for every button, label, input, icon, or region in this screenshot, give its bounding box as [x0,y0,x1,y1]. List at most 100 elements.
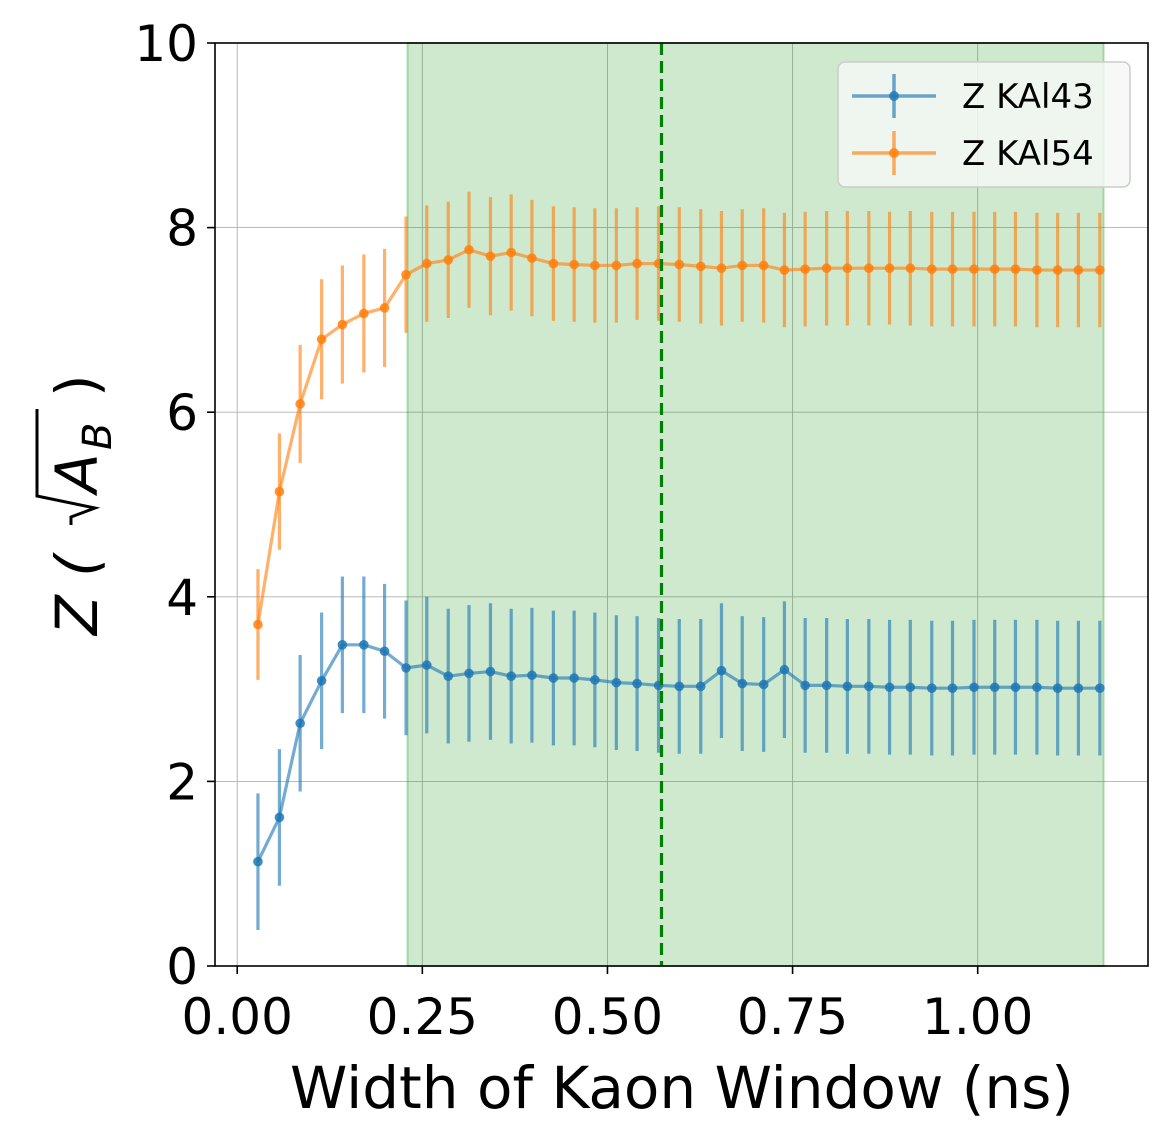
point-1-34 [969,264,979,274]
point-1-21 [695,261,706,272]
point-1-3 [316,334,327,345]
point-0-35 [989,682,1000,693]
point-1-15 [569,259,579,270]
point-1-25 [779,265,790,275]
shaded-region [406,42,1105,967]
x-tick-label-3: 0.75 [737,988,848,1046]
point-0-31 [905,682,916,693]
point-1-31 [905,263,916,274]
point-0-0 [253,856,263,867]
point-0-4 [337,639,348,650]
point-1-10 [464,244,474,255]
point-1-7 [401,269,411,280]
legend-label-kal54: Z KAl54 [962,134,1094,174]
point-0-27 [821,680,832,691]
point-1-4 [337,319,348,330]
sqrt-sign-icon [35,409,101,525]
point-0-6 [379,646,390,657]
x-tick-label-2: 0.50 [552,988,663,1046]
x-tick-label-4: 1.00 [922,988,1033,1046]
point-1-14 [548,258,559,269]
point-1-36 [1010,264,1021,274]
point-0-9 [443,671,454,681]
y-tick-label-1: 2 [166,753,198,811]
x-tick-label-1: 0.25 [367,988,478,1046]
point-0-22 [716,665,727,676]
point-1-40 [1095,265,1105,275]
point-1-16 [590,260,600,271]
y-axis-label: Z ( A B ) [35,374,121,637]
x-tick-label-0: 0.00 [182,988,293,1046]
point-0-7 [401,663,411,673]
point-1-39 [1073,265,1084,275]
y-tick-label-2: 4 [166,569,198,627]
point-0-20 [674,681,685,692]
point-1-28 [842,263,853,274]
point-1-26 [800,264,810,274]
point-0-11 [485,666,496,677]
point-1-12 [506,247,516,258]
point-1-20 [674,259,685,270]
legend-box [837,61,1131,188]
point-0-40 [1095,683,1105,693]
point-1-32 [926,264,937,274]
point-0-23 [737,678,748,689]
point-0-39 [1073,683,1084,693]
point-0-14 [548,673,559,683]
point-0-3 [316,675,327,686]
point-0-5 [359,639,369,650]
legend-marker-kal43 [889,91,899,101]
point-0-36 [1010,682,1021,693]
point-0-24 [758,679,769,690]
legend-label-kal43: Z KAl43 [962,77,1094,117]
point-1-22 [716,263,727,274]
y-tick-label-3: 6 [166,384,198,442]
point-1-9 [443,255,454,265]
point-0-1 [274,812,285,823]
point-0-30 [884,682,895,693]
legend-entry-kal43: Z KAl43 [852,74,1094,118]
point-0-26 [800,680,810,691]
plot-frame [214,42,1149,967]
point-1-35 [989,264,1000,274]
y-axis-label-prefix: Z ( [43,552,111,637]
point-0-34 [969,682,979,693]
series-0 [253,576,1105,931]
point-1-0 [253,619,263,630]
point-0-29 [864,681,874,692]
point-1-8 [421,258,432,269]
point-1-18 [632,258,642,269]
point-1-5 [359,308,369,319]
point-0-10 [464,668,474,679]
point-0-21 [695,681,706,692]
point-1-6 [379,303,390,313]
point-0-13 [527,670,537,681]
point-0-12 [506,671,516,681]
point-1-37 [1032,265,1042,275]
point-1-30 [884,263,895,274]
point-1-24 [758,260,769,271]
y-tick-label-5: 10 [134,15,198,73]
legend-marker-kal54 [889,148,899,158]
point-0-16 [590,675,600,685]
point-0-18 [632,678,642,689]
point-1-33 [947,264,958,274]
point-0-15 [569,673,579,683]
y-axis-label-suffix: ) [43,374,111,397]
axis-ticks: 0.00 0.25 0.50 0.75 1.00 0 2 4 6 8 10 [134,15,1033,1046]
x-axis-label: Width of Kaon Window (ns) [290,1054,1074,1122]
y-axis-label-subscript: B [75,423,121,450]
legend: Z KAl43 Z KAl54 [837,61,1131,188]
point-1-1 [274,486,285,497]
point-0-25 [779,664,790,675]
point-1-29 [864,263,874,274]
legend-entry-kal54: Z KAl54 [852,131,1094,175]
series-layer [253,191,1105,931]
point-0-37 [1032,682,1042,693]
y-tick-label-0: 0 [166,938,198,996]
point-1-38 [1052,265,1063,275]
point-1-11 [485,251,496,262]
point-0-8 [421,660,432,670]
point-1-17 [611,260,622,271]
